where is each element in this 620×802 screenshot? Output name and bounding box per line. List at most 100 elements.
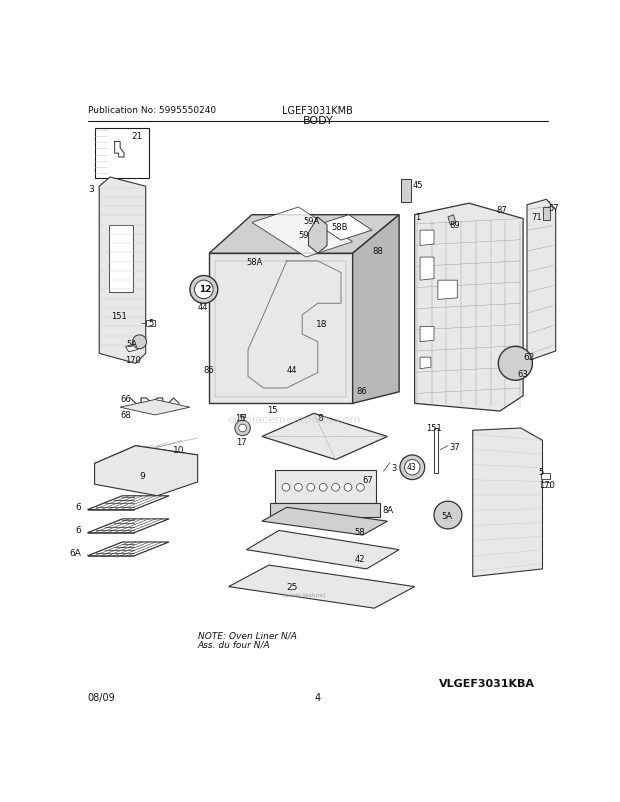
Circle shape	[356, 484, 365, 492]
Polygon shape	[262, 414, 388, 460]
Text: 8: 8	[317, 413, 324, 422]
Polygon shape	[402, 180, 410, 202]
Text: 44: 44	[198, 302, 208, 311]
Circle shape	[282, 484, 290, 492]
Text: 57: 57	[548, 204, 559, 213]
Text: 86: 86	[204, 366, 215, 375]
Text: 43: 43	[407, 462, 417, 472]
Text: 59: 59	[298, 231, 309, 240]
Polygon shape	[120, 400, 190, 415]
Polygon shape	[87, 496, 169, 510]
Polygon shape	[87, 519, 169, 533]
Circle shape	[344, 484, 352, 492]
Text: 89: 89	[450, 221, 460, 230]
Circle shape	[195, 281, 213, 299]
Text: 1: 1	[415, 213, 420, 222]
Circle shape	[235, 421, 250, 436]
Polygon shape	[94, 446, 198, 473]
Circle shape	[239, 424, 247, 432]
Circle shape	[498, 347, 533, 381]
Polygon shape	[472, 428, 542, 577]
Polygon shape	[438, 281, 458, 300]
Text: 25: 25	[286, 582, 298, 591]
Circle shape	[307, 484, 314, 492]
Text: 66: 66	[120, 395, 131, 403]
Polygon shape	[108, 225, 133, 293]
Text: 16: 16	[235, 413, 246, 422]
Text: Ass. du four N/A: Ass. du four N/A	[198, 640, 270, 649]
Text: 58A: 58A	[247, 257, 263, 267]
Text: 17: 17	[236, 438, 247, 447]
Polygon shape	[317, 216, 372, 241]
Text: LGEF3031KMB: LGEF3031KMB	[282, 106, 353, 116]
Text: 9: 9	[140, 472, 145, 480]
Polygon shape	[541, 473, 551, 480]
Polygon shape	[262, 508, 388, 536]
Polygon shape	[420, 327, 434, 342]
Polygon shape	[415, 204, 523, 411]
Text: 170: 170	[539, 480, 554, 490]
Polygon shape	[275, 471, 376, 504]
Text: 68: 68	[120, 410, 131, 419]
Text: 62: 62	[523, 352, 534, 362]
Polygon shape	[210, 216, 399, 254]
Text: 37: 37	[450, 443, 460, 452]
Circle shape	[404, 460, 420, 476]
Text: 71: 71	[532, 213, 542, 222]
Polygon shape	[270, 504, 379, 517]
Polygon shape	[542, 208, 551, 221]
Polygon shape	[146, 321, 155, 327]
Circle shape	[400, 456, 425, 480]
Polygon shape	[125, 345, 138, 352]
Polygon shape	[507, 358, 524, 368]
Circle shape	[319, 484, 327, 492]
Text: 4: 4	[315, 692, 321, 703]
Text: 67: 67	[363, 476, 373, 484]
Polygon shape	[247, 531, 399, 569]
Polygon shape	[448, 216, 456, 225]
Circle shape	[294, 484, 303, 492]
Text: 5A: 5A	[441, 512, 453, 520]
Text: 3: 3	[391, 464, 397, 473]
Polygon shape	[252, 208, 353, 257]
Text: 5: 5	[148, 318, 153, 327]
Text: 86: 86	[356, 387, 367, 396]
Polygon shape	[210, 254, 353, 404]
Text: ereplacementparts.com: ereplacementparts.com	[228, 415, 361, 424]
Text: 08/09: 08/09	[87, 692, 115, 703]
Text: [paper texture]: [paper texture]	[283, 592, 325, 597]
Polygon shape	[229, 565, 415, 609]
Text: 58: 58	[354, 527, 365, 536]
Text: VLGEF3031KBA: VLGEF3031KBA	[439, 678, 534, 688]
Text: 21: 21	[131, 132, 143, 140]
Text: 44: 44	[286, 366, 297, 375]
Text: 6: 6	[76, 525, 81, 534]
Text: 170: 170	[125, 355, 141, 364]
Polygon shape	[241, 415, 245, 418]
Text: 5A: 5A	[126, 339, 137, 348]
Text: BODY: BODY	[303, 116, 333, 126]
Polygon shape	[420, 257, 434, 281]
Text: 42: 42	[355, 554, 365, 563]
Text: NOTE: Oven Liner N/A: NOTE: Oven Liner N/A	[198, 630, 296, 640]
Text: 63: 63	[518, 370, 528, 379]
Text: 6: 6	[76, 502, 81, 512]
Text: 5: 5	[539, 468, 544, 476]
Text: 10: 10	[173, 445, 184, 455]
Polygon shape	[309, 218, 327, 254]
Polygon shape	[87, 542, 169, 556]
Text: 6A: 6A	[69, 549, 81, 557]
Polygon shape	[353, 216, 399, 404]
Text: 151: 151	[427, 423, 442, 432]
Text: 8A: 8A	[382, 505, 393, 514]
Polygon shape	[541, 482, 551, 487]
Text: 59A: 59A	[304, 217, 320, 226]
Text: 88: 88	[372, 246, 383, 255]
Polygon shape	[94, 128, 149, 179]
Circle shape	[332, 484, 340, 492]
Polygon shape	[527, 200, 556, 362]
Polygon shape	[94, 446, 198, 496]
Polygon shape	[420, 231, 434, 246]
Circle shape	[133, 335, 146, 349]
Text: 18: 18	[316, 319, 328, 328]
